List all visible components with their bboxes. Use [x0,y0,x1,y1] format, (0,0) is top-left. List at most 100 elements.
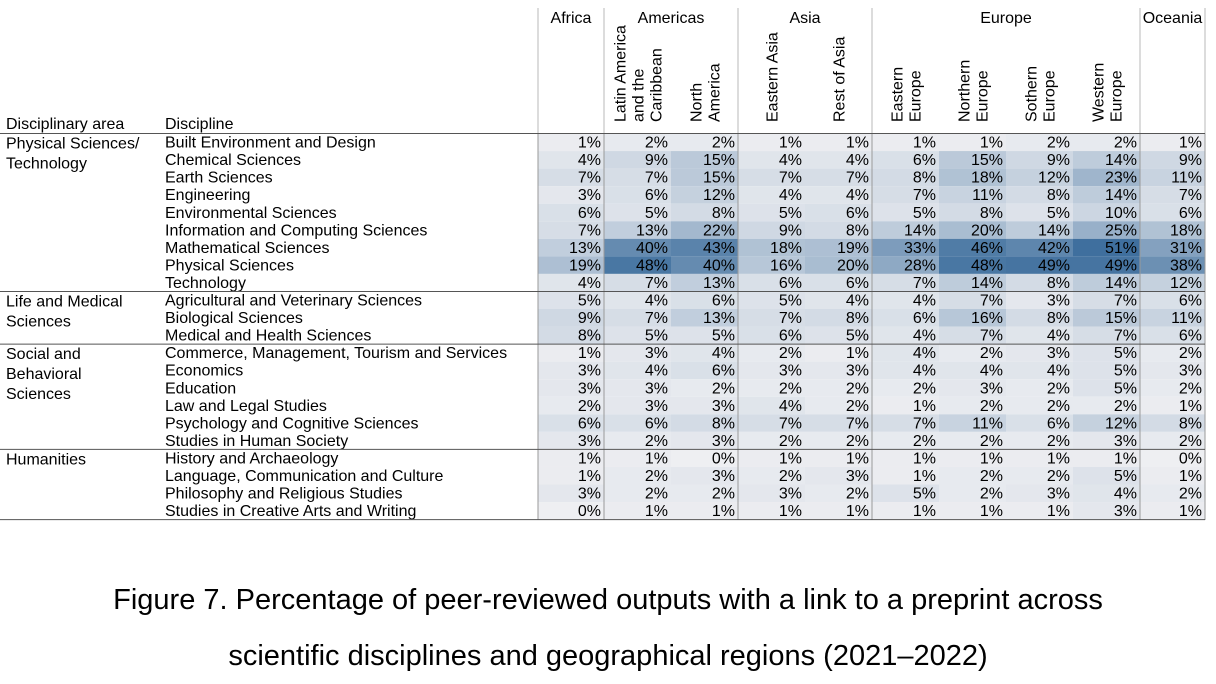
cell-value: 0% [578,503,601,520]
heatmap-cell [671,256,738,274]
heatmap-cell [538,414,604,432]
heatmap-cell [538,361,604,380]
heatmap-cell [671,291,738,309]
heatmap-cell [872,151,939,169]
cell-value: 5% [1114,363,1137,380]
cell-value: 1% [578,450,601,467]
heatmap-cell [872,238,939,257]
cell-value: 2% [645,486,668,503]
heatmap-cell [1073,151,1140,169]
cell-value: 9% [779,222,802,239]
heatmap-cell [604,238,671,257]
heatmap-cell [1140,431,1205,450]
cell-value: 2% [980,468,1003,485]
heatmap-cell [1006,168,1073,187]
heatmap-cell [738,326,805,345]
cell-value: 4% [645,363,668,380]
heatmap-cell [872,203,939,222]
heatmap-cell [604,291,671,309]
cell-value: 3% [712,433,735,450]
cell-value: 2% [1047,433,1070,450]
subregion-label: America [707,63,724,122]
cell-value: 3% [645,398,668,415]
cell-value: 14% [1105,152,1137,169]
cell-value: 1% [913,503,936,520]
heatmap-cell [1073,309,1140,327]
cell-value: 5% [645,205,668,222]
cell-value: 14% [1105,187,1137,204]
discipline-label: Commerce, Management, Tourism and Servic… [165,345,507,362]
discipline-label: Technology [165,275,246,292]
heatmap-cell [1073,221,1140,239]
cell-value: 4% [980,363,1003,380]
cell-value: 15% [971,152,1003,169]
heatmap-cell [805,431,872,450]
discipline-label: Physical Sciences [165,257,294,274]
heatmap-cell [538,502,604,520]
heatmap-cell [604,361,671,380]
heatmap-cell [939,309,1006,327]
discipline-label: Economics [165,363,243,380]
cell-value: 16% [971,310,1003,327]
heatmap-cell [872,326,939,345]
cell-value: 49% [1105,257,1137,274]
cell-value: 7% [645,170,668,187]
cell-value: 33% [904,240,936,257]
area-label: Physical Sciences/ [6,136,140,153]
heatmap-cell [538,186,604,204]
heatmap-cell [1006,256,1073,274]
heatmap-cell [1006,273,1073,292]
cell-value: 1% [645,503,668,520]
heatmap-cell [1073,379,1140,397]
heatmap-cell [872,168,939,187]
cell-value: 2% [1179,486,1202,503]
cell-value: 14% [1105,275,1137,292]
heatmap-cell [939,449,1006,467]
heatmap-cell [604,221,671,239]
heatmap-cell [538,309,604,327]
cell-value: 3% [846,363,869,380]
cell-value: 4% [913,363,936,380]
area-label: Behavioral [6,366,82,383]
heatmap-cell [671,203,738,222]
cell-value: 3% [1114,433,1137,450]
discipline-label: Medical and Health Sciences [165,328,371,345]
cell-value: 3% [712,468,735,485]
heatmap-cell [738,344,805,362]
cell-value: 7% [913,415,936,432]
heatmap-cell [538,151,604,169]
subregion-label: Eastern [890,67,907,122]
cell-value: 38% [1170,257,1202,274]
heatmap-cell [872,379,939,397]
cell-value: 2% [1047,135,1070,152]
cell-value: 7% [846,415,869,432]
heatmap-cell [671,344,738,362]
heatmap-cell [538,326,604,345]
cell-value: 3% [645,380,668,397]
cell-value: 2% [980,345,1003,362]
heatmap-cell [604,502,671,520]
heatmap-cell [805,502,872,520]
heatmap-cell [1073,396,1140,415]
cell-value: 6% [712,293,735,310]
cell-value: 43% [703,240,735,257]
heatmap-cell [939,379,1006,397]
cell-value: 4% [578,152,601,169]
cell-value: 2% [712,135,735,152]
cell-value: 8% [712,205,735,222]
heatmap-cell [805,291,872,309]
cell-value: 4% [846,187,869,204]
heatmap-cell [538,256,604,274]
heatmap-cell [738,309,805,327]
cell-value: 14% [904,222,936,239]
heatmap-cell [805,449,872,467]
heatmap-cell [671,449,738,467]
cell-value: 5% [712,328,735,345]
cell-value: 8% [913,170,936,187]
heatmap-cell [872,466,939,485]
heatmap-cell [805,168,872,187]
heatmap-cell [939,168,1006,187]
heatmap-cell [738,238,805,257]
cell-value: 2% [712,380,735,397]
cell-value: 5% [645,328,668,345]
